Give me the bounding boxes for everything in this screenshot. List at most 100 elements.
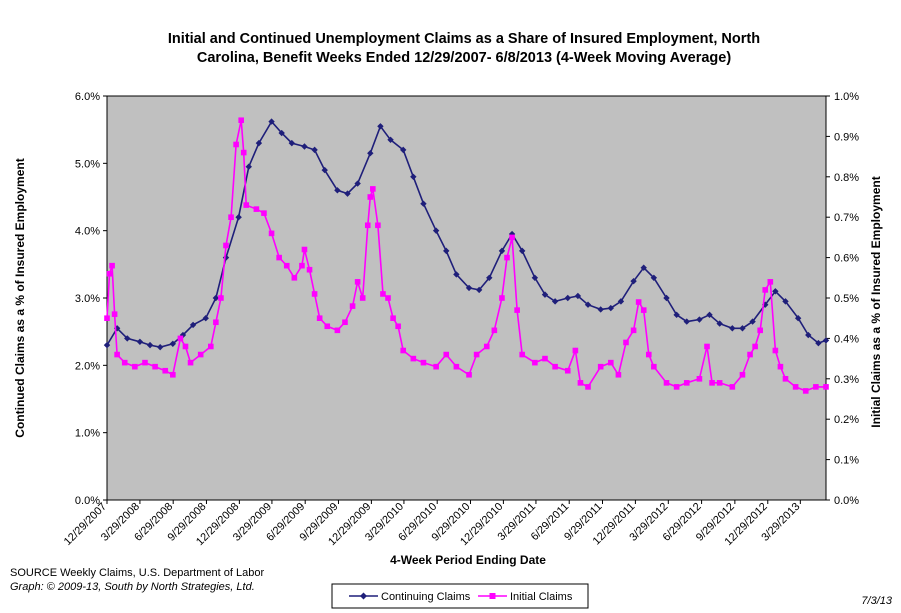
legend: Continuing Claims Initial Claims — [331, 583, 589, 609]
initial-claims-point — [509, 234, 515, 241]
continuing-claims-point — [301, 143, 308, 150]
continuing-claims-point — [124, 335, 131, 342]
initial-claims-point — [142, 359, 148, 366]
initial-claims-point — [483, 343, 490, 350]
continuing-claims-point — [387, 136, 394, 143]
initial-claims-point — [739, 371, 746, 378]
initial-claims-point — [306, 266, 313, 273]
initial-claims-point — [121, 359, 128, 366]
continuing-claims-point — [822, 337, 830, 344]
initial-claims-point — [182, 343, 189, 350]
initial-claims-point — [301, 246, 308, 253]
y-axis-left-label: Continued Claims as a % of Insured Emplo… — [13, 158, 27, 437]
continuing-claims-point — [805, 331, 812, 339]
initial-claims-point — [104, 315, 110, 321]
continuing-claims-point — [541, 291, 549, 298]
initial-claims-point — [577, 380, 584, 386]
continuing-claims-point — [311, 146, 318, 154]
initial-claims-point — [802, 388, 809, 394]
initial-claims-point — [514, 307, 520, 313]
left-tick-label: 1.0% — [75, 428, 100, 440]
initial-claims-point — [213, 319, 219, 326]
initial-claims-point — [651, 363, 657, 370]
continuing-claims-point — [453, 271, 460, 278]
continuing-claims-point — [475, 286, 483, 294]
series-layer — [103, 117, 830, 394]
initial-claims-point — [597, 363, 604, 370]
y-axis-right-label: Initial Claims as a % of Insured Employm… — [869, 176, 883, 427]
continuing-claims-point — [706, 311, 713, 319]
initial-claims-point — [762, 287, 769, 293]
legend-continuing-label: Continuing Claims — [381, 591, 471, 603]
initial-claims-point — [316, 315, 323, 321]
continuing-claims-point — [518, 247, 526, 255]
continuing-claims-point — [189, 321, 197, 329]
initial-claims-point — [228, 214, 234, 220]
right-tick-label: 0.8% — [834, 172, 859, 184]
continuing-claims-point — [212, 294, 220, 302]
initial-claims-point — [223, 242, 229, 249]
initial-claims-point — [311, 291, 318, 297]
continuing-claims-point — [597, 306, 604, 313]
initial-claims-point — [111, 311, 118, 317]
initial-claims-point — [757, 327, 763, 334]
initial-claims-point — [443, 351, 450, 358]
initial-claims-point — [473, 351, 480, 358]
initial-claims-point — [395, 323, 401, 330]
continuing-claims-point — [650, 274, 658, 281]
initial-claims-point — [243, 202, 250, 208]
continuing-claims-point — [146, 341, 154, 349]
initial-claims-point — [823, 384, 829, 390]
continuing-claims-point — [782, 298, 789, 305]
initial-claims-point — [466, 371, 472, 378]
initial-claims-point — [152, 363, 158, 370]
continuing-claims-point — [794, 315, 802, 322]
initial-claims-point — [813, 384, 819, 390]
initial-claims-point — [683, 380, 690, 386]
initial-claims-point — [640, 307, 647, 313]
initial-claims-point — [253, 206, 260, 212]
right-tick-label: 0.2% — [834, 414, 859, 426]
initial-claims-point — [170, 371, 176, 378]
initial-claims-point — [635, 299, 642, 305]
initial-claims-point — [772, 347, 779, 354]
initial-claims-point — [564, 367, 571, 374]
initial-claims-point — [276, 254, 282, 261]
right-tick-label: 0.4% — [834, 333, 859, 345]
initial-claims-point — [663, 380, 670, 386]
x-axis-label: 4-Week Period Ending Date — [390, 553, 546, 567]
chart-title-line1: Initial and Continued Unemployment Claim… — [168, 31, 760, 47]
initial-claims-point — [608, 359, 614, 366]
chart-title-line2: Carolina, Benefit Weeks Ended 12/29/2007… — [197, 50, 731, 66]
initial-claims-point — [233, 141, 239, 148]
initial-claims-point — [615, 371, 622, 378]
continuing-claims-point — [584, 301, 592, 308]
plot-area — [106, 95, 827, 501]
right-tick-label: 1.0% — [834, 91, 859, 103]
right-tick-label: 0.7% — [834, 212, 859, 224]
initial-claims-point — [433, 363, 439, 370]
initial-claims-point — [197, 351, 204, 358]
continuing-claims-point — [136, 338, 144, 345]
continuing-claims-point — [400, 146, 407, 154]
left-tick-label: 4.0% — [75, 226, 100, 238]
right-tick-label: 0.0% — [834, 495, 859, 507]
continuing-claims-point — [255, 139, 263, 147]
left-tick-label: 5.0% — [75, 158, 100, 170]
continuing-claims-point — [377, 123, 384, 130]
continuing-claims-point — [321, 166, 328, 174]
right-tick-label: 0.5% — [834, 293, 859, 305]
initial-claims-point — [291, 275, 298, 281]
continuing-claims-point — [739, 325, 746, 332]
left-tick-label: 2.0% — [75, 360, 100, 372]
continuing-claims-point — [465, 284, 473, 292]
initial-claims-point — [177, 335, 184, 342]
continuing-claims-point — [772, 288, 779, 295]
initial-claims-point — [704, 343, 710, 350]
initial-claims-point — [752, 343, 758, 350]
right-tick-label: 0.1% — [834, 455, 859, 467]
source-note: SOURCE Weekly Claims, U.S. Department of… — [10, 567, 264, 579]
continuing-claims-point — [235, 214, 242, 221]
continuing-claims-point — [574, 292, 582, 300]
